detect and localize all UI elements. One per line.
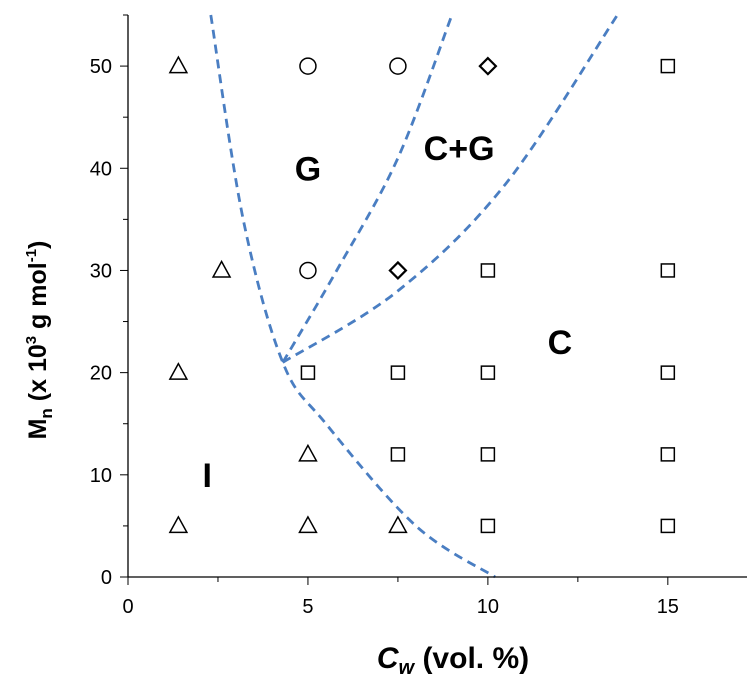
x-tick-label: 10 xyxy=(477,596,499,618)
y-axis-title-part2: g mol xyxy=(24,262,52,336)
square-marker xyxy=(660,263,676,278)
y-tick-label: 20 xyxy=(90,363,112,385)
x-tick-label: 15 xyxy=(657,596,679,618)
triangle-marker xyxy=(388,515,408,534)
region-label: G xyxy=(295,150,321,188)
square-marker xyxy=(660,365,676,380)
y-tick-label: 40 xyxy=(90,158,112,180)
diamond-marker xyxy=(388,260,408,281)
square-marker xyxy=(390,365,406,380)
x-tick-label: 0 xyxy=(122,596,133,618)
diamond-marker xyxy=(478,56,498,76)
square-marker xyxy=(660,518,676,534)
x-tick-label: 5 xyxy=(302,596,313,618)
tick-layer: 0 5 10 15 0 10 20 30 40 50 xyxy=(90,14,679,618)
region-label: C xyxy=(548,324,573,362)
square-marker xyxy=(480,365,496,380)
y-tick-label: 10 xyxy=(90,465,112,487)
phase-boundary-line xyxy=(209,14,496,579)
points-layer xyxy=(168,55,676,534)
y-axis-title-superscript-2: -1 xyxy=(23,249,40,262)
y-tick-label: 50 xyxy=(90,56,112,78)
triangle-marker xyxy=(298,515,318,534)
circle-marker xyxy=(389,57,407,75)
square-marker xyxy=(660,58,676,74)
region-label: I xyxy=(202,457,211,495)
axes-layer xyxy=(127,15,747,578)
x-axis-title-main: C xyxy=(377,642,400,675)
square-marker xyxy=(480,447,496,462)
square-marker xyxy=(300,365,316,380)
y-axis-title-part3: ) xyxy=(24,241,52,249)
triangle-marker xyxy=(168,515,189,534)
y-axis-title-part1: (x 10 xyxy=(24,344,52,408)
y-axis-title-main: M xyxy=(24,419,52,440)
y-tick-label: 0 xyxy=(101,567,112,589)
triangle-marker xyxy=(168,362,189,380)
square-marker xyxy=(390,447,406,462)
y-tick-label: 30 xyxy=(90,260,112,282)
triangle-marker xyxy=(168,55,189,74)
triangle-marker xyxy=(211,259,232,278)
y-axis-title: Mn (x 103 g mol-1) xyxy=(23,241,56,440)
x-axis-title: Cw (vol. %) xyxy=(377,642,529,679)
circle-marker xyxy=(299,261,317,280)
square-marker xyxy=(660,447,676,462)
square-marker xyxy=(480,263,496,278)
phase-boundary-line xyxy=(281,14,454,364)
circle-marker xyxy=(299,57,317,75)
region-label: C+G xyxy=(424,130,495,168)
boundary-layer xyxy=(209,14,619,579)
y-axis-title-superscript-1: 3 xyxy=(23,336,40,344)
x-axis-title-subscript: w xyxy=(399,657,416,679)
x-axis-title-rest: (vol. %) xyxy=(414,642,529,675)
phase-boundary-line xyxy=(282,14,619,364)
annotation-layer: G C+G C I xyxy=(202,130,572,495)
y-axis-title-subscript: n xyxy=(37,408,56,418)
triangle-marker xyxy=(298,443,318,462)
square-marker xyxy=(480,518,496,534)
